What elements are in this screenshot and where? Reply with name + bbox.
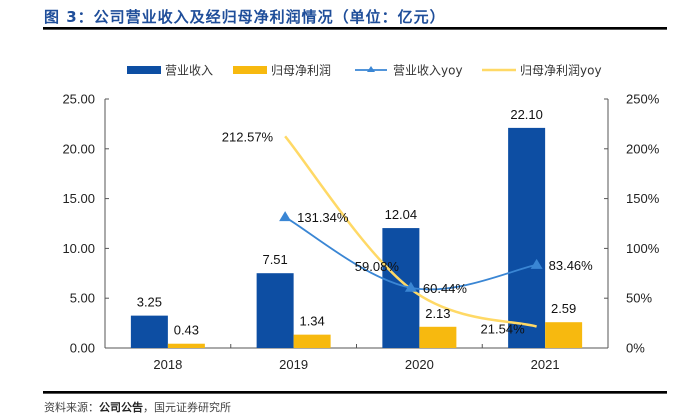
lines: [279, 135, 543, 328]
net-profit-bar: [419, 326, 457, 348]
revenue-yoy-label: 60.44%: [423, 281, 468, 296]
net-profit-bar-label: 2.13: [425, 306, 450, 321]
revenue-yoy-label: 83.46%: [549, 258, 594, 273]
legend: 营业收入 归母净利润 营业收入yoy 归母净利润yoy: [127, 64, 602, 78]
legend-net-profit-yoy-label: 归母净利润yoy: [520, 64, 602, 78]
source-prefix: 资料来源：: [44, 401, 99, 414]
legend-net-profit-label: 归母净利润: [271, 64, 331, 78]
net-profit-bar-label: 0.43: [174, 323, 199, 338]
legend-net-profit-swatch: [233, 66, 267, 74]
net-profit-bar: [167, 343, 205, 348]
net-profit-yoy-label: 212.57%: [222, 129, 274, 144]
net-profit-bar: [293, 334, 331, 348]
chart-title: 图 3：公司营业收入及经归母净利润情况（单位：亿元）: [44, 8, 446, 26]
net-profit-yoy-label: 21.54%: [481, 322, 526, 337]
revenue-yoy-marker: [279, 211, 292, 222]
source-bold: 公司公告: [99, 401, 143, 414]
revenue-bar-label: 12.04: [385, 207, 418, 222]
source-suffix: ，国元证券研究所: [143, 401, 231, 414]
x-tick-label: 2020: [405, 357, 434, 372]
left-tick-label: 0.00: [70, 341, 95, 356]
revenue-yoy-marker: [530, 258, 543, 269]
data-labels: 3.25 7.51 12.04 22.10 0.43 1.34 2.13 2.59 131.34…: [137, 107, 593, 338]
right-tick-label: 0%: [626, 341, 645, 356]
left-tick-label: 20.00: [62, 141, 95, 156]
revenue-bar-label: 7.51: [262, 252, 287, 267]
legend-revenue-yoy-label: 营业收入yoy: [393, 64, 463, 78]
net-profit-yoy-label: 59.08%: [355, 259, 400, 274]
revenue-bar: [508, 127, 546, 348]
revenue-yoy-label: 131.34%: [297, 210, 349, 225]
triangle-marker-icon: [367, 66, 375, 72]
right-tick-label: 100%: [626, 241, 660, 256]
left-tick-label: 5.00: [70, 291, 95, 306]
right-tick-label: 150%: [626, 191, 660, 206]
x-tick-label: 2018: [153, 357, 182, 372]
right-tick-label: 250%: [626, 92, 660, 107]
title-rule: [43, 27, 667, 30]
x-tick-label: 2021: [531, 357, 560, 372]
x-tick-label: 2019: [279, 357, 308, 372]
right-tick-label: 50%: [626, 291, 652, 306]
net-profit-bar-label: 2.59: [551, 301, 576, 316]
axes: 0.00 5.00 10.00 15.00 20.00 25.00 0% 50% 100% 150…: [62, 92, 659, 373]
revenue-bar: [256, 273, 294, 348]
revenue-bar-label: 22.10: [510, 107, 543, 122]
legend-revenue: 营业收入: [127, 64, 213, 78]
legend-revenue-label: 营业收入: [165, 64, 213, 78]
legend-revenue-yoy: 营业收入yoy: [355, 64, 463, 78]
legend-revenue-swatch: [127, 66, 161, 74]
net-profit-bar-label: 1.34: [299, 314, 324, 329]
right-tick-label: 200%: [626, 141, 660, 156]
chart: 营业收入 归母净利润 营业收入yoy 归母净利润yoy 0.00 5.00 10.00 15…: [62, 64, 659, 373]
left-tick-label: 10.00: [62, 241, 95, 256]
revenue-yoy-marker: [404, 281, 417, 292]
net-profit-yoy-line: [284, 135, 537, 328]
bars: [130, 127, 583, 348]
footer-rule: [43, 391, 667, 394]
left-tick-label: 15.00: [62, 191, 95, 206]
net-profit-bar: [545, 322, 583, 348]
left-tick-label: 25.00: [62, 92, 95, 107]
source-note: 资料来源：公司公告，国元证券研究所: [44, 399, 231, 415]
revenue-bar: [130, 315, 168, 348]
legend-net-profit: 归母净利润: [233, 64, 331, 78]
legend-net-profit-yoy: 归母净利润yoy: [482, 64, 602, 78]
revenue-bar-label: 3.25: [137, 295, 162, 310]
